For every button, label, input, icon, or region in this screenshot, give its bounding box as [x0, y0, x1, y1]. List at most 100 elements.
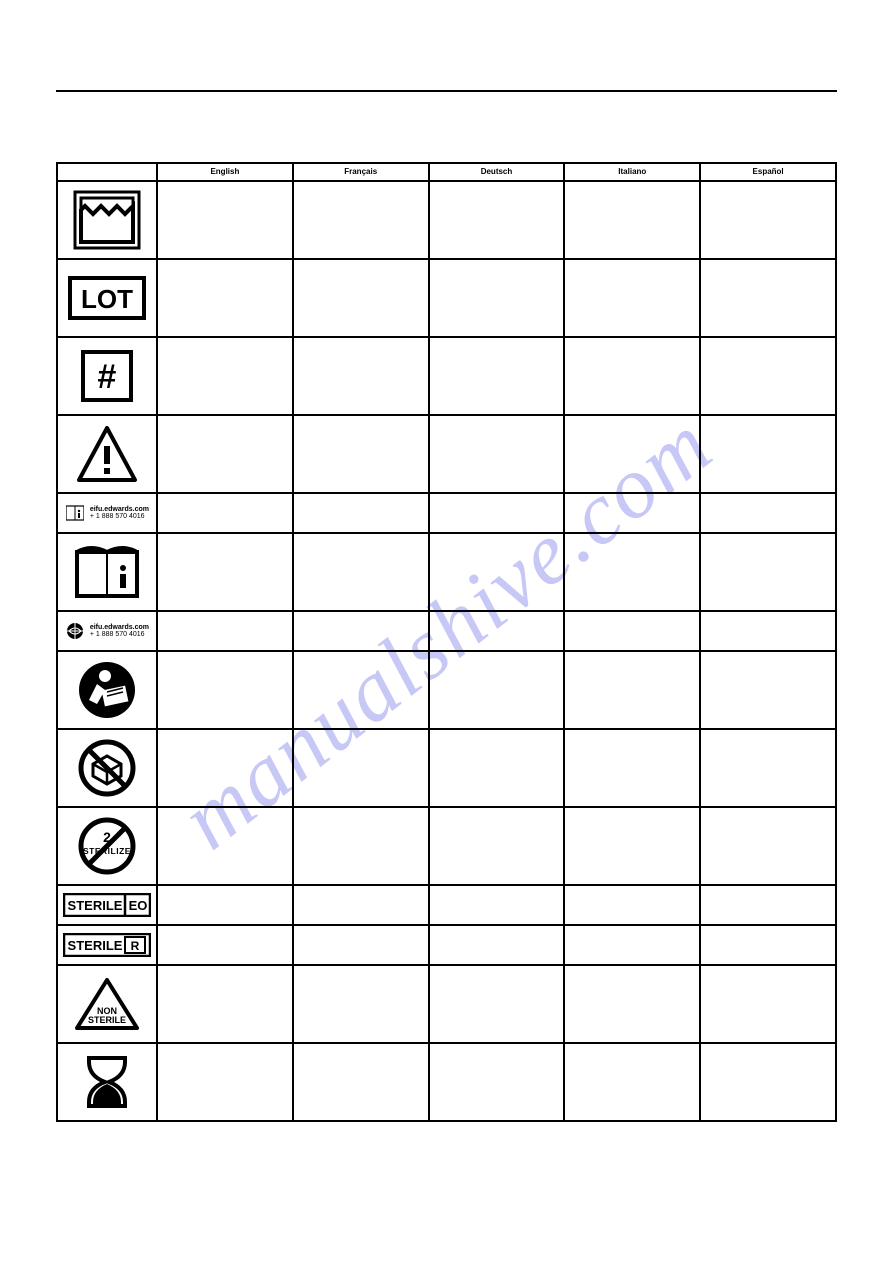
consult-ifu-icon [57, 533, 157, 611]
header-español: Español [700, 163, 836, 181]
legend-cell [157, 925, 293, 965]
legend-cell [293, 925, 429, 965]
no-reuse-pkg-icon [57, 729, 157, 807]
legend-cell [157, 415, 293, 493]
legend-cell [157, 611, 293, 651]
table-row [57, 807, 836, 885]
legend-cell [429, 885, 565, 925]
legend-cell [700, 925, 836, 965]
table-row [57, 729, 836, 807]
legend-cell [700, 611, 836, 651]
legend-cell [429, 259, 565, 337]
legend-cell [157, 493, 293, 533]
legend-cell [700, 181, 836, 259]
legend-cell [564, 493, 700, 533]
table-row [57, 181, 836, 259]
model-icon [57, 337, 157, 415]
table-row: eifu.edwards.com + 1 888 570 4016 [57, 611, 836, 651]
header-français: Français [293, 163, 429, 181]
table-row [57, 533, 836, 611]
legend-cell [700, 493, 836, 533]
symbol-legend-table: EnglishFrançaisDeutschItalianoEspañol ei… [56, 162, 837, 1122]
table-row [57, 1043, 836, 1121]
legend-cell [564, 533, 700, 611]
legend-cell [157, 885, 293, 925]
legend-cell [429, 337, 565, 415]
table-body: eifu.edwards.com + 1 888 570 4016 eifu.e… [57, 181, 836, 1121]
legend-cell [293, 337, 429, 415]
legend-cell [700, 337, 836, 415]
legend-cell [564, 885, 700, 925]
no-resterilize-icon [57, 807, 157, 885]
legend-cell [293, 533, 429, 611]
sterile-r-icon [57, 925, 157, 965]
table-header: EnglishFrançaisDeutschItalianoEspañol [57, 163, 836, 181]
legend-cell [429, 611, 565, 651]
legend-cell [700, 651, 836, 729]
legend-cell [429, 415, 565, 493]
follow-ifu-icon [57, 651, 157, 729]
legend-cell [157, 651, 293, 729]
table-row [57, 337, 836, 415]
legend-cell [564, 611, 700, 651]
legend-cell [564, 965, 700, 1043]
legend-cell [157, 337, 293, 415]
legend-cell [293, 181, 429, 259]
header-deutsch: Deutsch [429, 163, 565, 181]
legend-cell [429, 533, 565, 611]
legend-cell [700, 885, 836, 925]
caution-icon [57, 415, 157, 493]
legend-cell [157, 1043, 293, 1121]
manufacturer-icon [57, 181, 157, 259]
eifu-card-icon: eifu.edwards.com + 1 888 570 4016 [57, 493, 157, 533]
legend-cell [700, 965, 836, 1043]
legend-cell [564, 729, 700, 807]
legend-cell [293, 965, 429, 1043]
legend-cell [293, 651, 429, 729]
legend-cell [700, 729, 836, 807]
table-row [57, 415, 836, 493]
legend-cell [293, 493, 429, 533]
legend-cell [700, 1043, 836, 1121]
legend-cell [429, 1043, 565, 1121]
legend-cell [157, 533, 293, 611]
legend-cell [157, 181, 293, 259]
legend-cell [564, 925, 700, 965]
legend-cell [293, 611, 429, 651]
legend-cell [564, 259, 700, 337]
legend-cell [564, 807, 700, 885]
legend-cell [293, 259, 429, 337]
table-row [57, 885, 836, 925]
header-symbol [57, 163, 157, 181]
legend-cell [700, 807, 836, 885]
legend-cell [700, 415, 836, 493]
legend-cell [157, 729, 293, 807]
divider-top [56, 90, 837, 92]
legend-cell [157, 259, 293, 337]
table-row [57, 925, 836, 965]
non-sterile-icon [57, 965, 157, 1043]
table-row [57, 965, 836, 1043]
legend-cell [564, 651, 700, 729]
legend-cell [429, 807, 565, 885]
legend-cell [429, 729, 565, 807]
legend-cell [564, 415, 700, 493]
legend-cell [564, 337, 700, 415]
legend-cell [293, 729, 429, 807]
legend-cell [293, 415, 429, 493]
legend-cell [700, 533, 836, 611]
table-row: eifu.edwards.com + 1 888 570 4016 [57, 493, 836, 533]
legend-cell [293, 1043, 429, 1121]
table-row [57, 651, 836, 729]
eifu-globe-icon: eifu.edwards.com + 1 888 570 4016 [57, 611, 157, 651]
page: manualshive.com EnglishFrançaisDeutschIt… [0, 0, 893, 1263]
legend-cell [564, 181, 700, 259]
legend-cell [700, 259, 836, 337]
legend-cell [157, 965, 293, 1043]
use-by-icon [57, 1043, 157, 1121]
legend-cell [293, 885, 429, 925]
sterile-eo-icon [57, 885, 157, 925]
legend-cell [157, 807, 293, 885]
legend-cell [429, 925, 565, 965]
legend-cell [429, 493, 565, 533]
